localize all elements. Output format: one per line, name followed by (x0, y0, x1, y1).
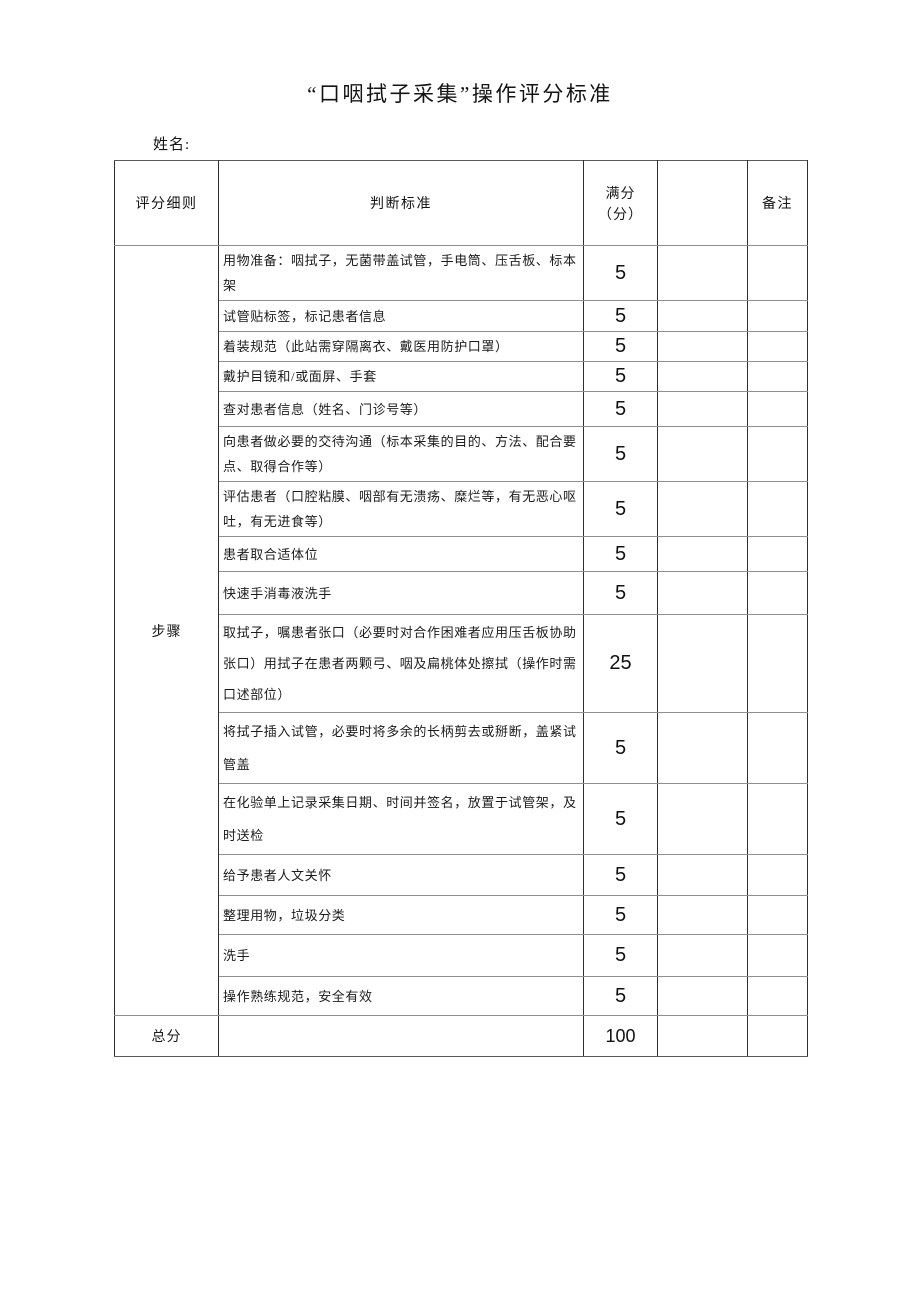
score-given-cell (657, 895, 748, 935)
max-score-cell: 5 (583, 783, 658, 855)
total-criteria-cell (218, 1015, 584, 1057)
score-given-cell (657, 361, 748, 392)
table-row: 操作熟练规范，安全有效 5 (115, 976, 808, 1016)
remark-cell (747, 854, 808, 896)
score-given-cell (657, 481, 748, 537)
score-given-cell (657, 934, 748, 977)
score-given-cell (657, 331, 748, 362)
max-score-cell: 25 (583, 614, 658, 713)
remark-cell (747, 300, 808, 332)
table-row: 查对患者信息（姓名、门诊号等） 5 (115, 391, 808, 427)
remark-cell (747, 536, 808, 572)
header-max-score: 满分 （分） (583, 160, 658, 246)
total-remark-cell (747, 1015, 808, 1057)
max-score-cell: 5 (583, 895, 658, 935)
score-given-cell (657, 536, 748, 572)
max-score-cell: 5 (583, 712, 658, 784)
header-score-given (657, 160, 748, 246)
max-score-cell: 5 (583, 481, 658, 537)
table-row: 向患者做必要的交待沟通（标本采集的目的、方法、配合要点、取得合作等） 5 (115, 426, 808, 482)
remark-cell (747, 481, 808, 537)
criteria-cell: 试管贴标签，标记患者信息 (218, 300, 584, 332)
table-row: 评估患者（口腔粘膜、咽部有无溃疡、糜烂等，有无恶心呕吐，有无进食等） 5 (115, 481, 808, 537)
criteria-cell: 在化验单上记录采集日期、时间并签名，放置于试管架，及时送检 (218, 783, 584, 855)
table-row: 将拭子插入试管，必要时将多余的长柄剪去或掰断，盖紧试管盖 5 (115, 712, 808, 784)
max-score-cell: 5 (583, 976, 658, 1016)
criteria-cell: 取拭子，嘱患者张口（必要时对合作困难者应用压舌板协助张口）用拭子在患者两颗弓、咽… (218, 614, 584, 713)
criteria-cell: 用物准备：咽拭子，无菌带盖试管，手电筒、压舌板、标本架 (218, 245, 584, 301)
remark-cell (747, 976, 808, 1016)
score-given-cell (657, 571, 748, 615)
table-row: 步骤 用物准备：咽拭子，无菌带盖试管，手电筒、压舌板、标本架 5 (114, 245, 808, 1016)
table-row: 取拭子，嘱患者张口（必要时对合作困难者应用压舌板协助张口）用拭子在患者两颗弓、咽… (115, 614, 808, 713)
max-score-cell: 5 (583, 536, 658, 572)
criteria-cell: 将拭子插入试管，必要时将多余的长柄剪去或掰断，盖紧试管盖 (218, 712, 584, 784)
remark-cell (747, 614, 808, 713)
remark-cell (747, 783, 808, 855)
table-row: 着装规范（此站需穿隔离衣、戴医用防护口罩） 5 (115, 331, 808, 362)
max-score-cell: 5 (583, 361, 658, 392)
remark-cell (747, 571, 808, 615)
remark-cell (747, 712, 808, 784)
header-criteria: 判断标准 (218, 160, 584, 246)
page-title: “口咽拭子采集”操作评分标准 (307, 82, 613, 106)
max-score-cell: 5 (583, 426, 658, 482)
header-remark: 备注 (747, 160, 808, 246)
criteria-cell: 给予患者人文关怀 (218, 854, 584, 896)
criteria-cell: 评估患者（口腔粘膜、咽部有无溃疡、糜烂等，有无恶心呕吐，有无进食等） (218, 481, 584, 537)
remark-cell (747, 934, 808, 977)
criteria-cell: 查对患者信息（姓名、门诊号等） (218, 391, 584, 427)
step-section-label: 步骤 (114, 245, 219, 1016)
score-given-cell (657, 614, 748, 713)
score-given-cell (657, 976, 748, 1016)
table-row: 戴护目镜和/或面屏、手套 5 (115, 361, 808, 392)
criteria-cell: 向患者做必要的交待沟通（标本采集的目的、方法、配合要点、取得合作等） (218, 426, 584, 482)
max-score-cell: 5 (583, 245, 658, 301)
remark-cell (747, 391, 808, 427)
table-header-row: 评分细则 判断标准 满分 （分） 备注 (114, 160, 808, 246)
max-score-cell: 5 (583, 391, 658, 427)
criteria-cell: 戴护目镜和/或面屏、手套 (218, 361, 584, 392)
header-max-score-line1: 满分 (605, 187, 636, 202)
remark-cell (747, 245, 808, 301)
scoring-table: 评分细则 判断标准 满分 （分） 备注 步骤 用物准备：咽拭子，无菌带盖试管，手… (114, 160, 808, 1057)
remark-cell (747, 426, 808, 482)
score-given-cell (657, 426, 748, 482)
table-row: 在化验单上记录采集日期、时间并签名，放置于试管架，及时送检 5 (115, 783, 808, 855)
score-given-cell (657, 712, 748, 784)
header-max-score-line2: （分） (598, 208, 643, 223)
name-label: 姓名: (153, 137, 191, 153)
criteria-cell: 患者取合适体位 (218, 536, 584, 572)
score-given-cell (657, 245, 748, 301)
criteria-cell: 整理用物，垃圾分类 (218, 895, 584, 935)
remark-cell (747, 895, 808, 935)
remark-cell (747, 331, 808, 362)
table-row: 洗手 5 (115, 934, 808, 977)
total-max-score-cell: 100 (583, 1015, 658, 1057)
header-rubric: 评分细则 (114, 160, 219, 246)
table-row: 快速手消毒液洗手 5 (115, 571, 808, 615)
total-score-given-cell (657, 1015, 748, 1057)
criteria-cell: 着装规范（此站需穿隔离衣、戴医用防护口罩） (218, 331, 584, 362)
max-score-cell: 5 (583, 571, 658, 615)
criteria-cell: 快速手消毒液洗手 (218, 571, 584, 615)
max-score-cell: 5 (583, 331, 658, 362)
criteria-cell: 洗手 (218, 934, 584, 977)
table-row: 患者取合适体位 5 (115, 536, 808, 572)
total-row: 总分 100 (114, 1015, 808, 1057)
score-given-cell (657, 391, 748, 427)
max-score-cell: 5 (583, 934, 658, 977)
max-score-cell: 5 (583, 854, 658, 896)
max-score-cell: 5 (583, 300, 658, 332)
table-row: 整理用物，垃圾分类 5 (115, 895, 808, 935)
criteria-cell: 操作熟练规范，安全有效 (218, 976, 584, 1016)
score-given-cell (657, 300, 748, 332)
total-label-cell: 总分 (114, 1015, 219, 1057)
score-given-cell (657, 783, 748, 855)
score-given-cell (657, 854, 748, 896)
table-row: 试管贴标签，标记患者信息 5 (115, 300, 808, 332)
remark-cell (747, 361, 808, 392)
table-row: 给予患者人文关怀 5 (115, 854, 808, 896)
